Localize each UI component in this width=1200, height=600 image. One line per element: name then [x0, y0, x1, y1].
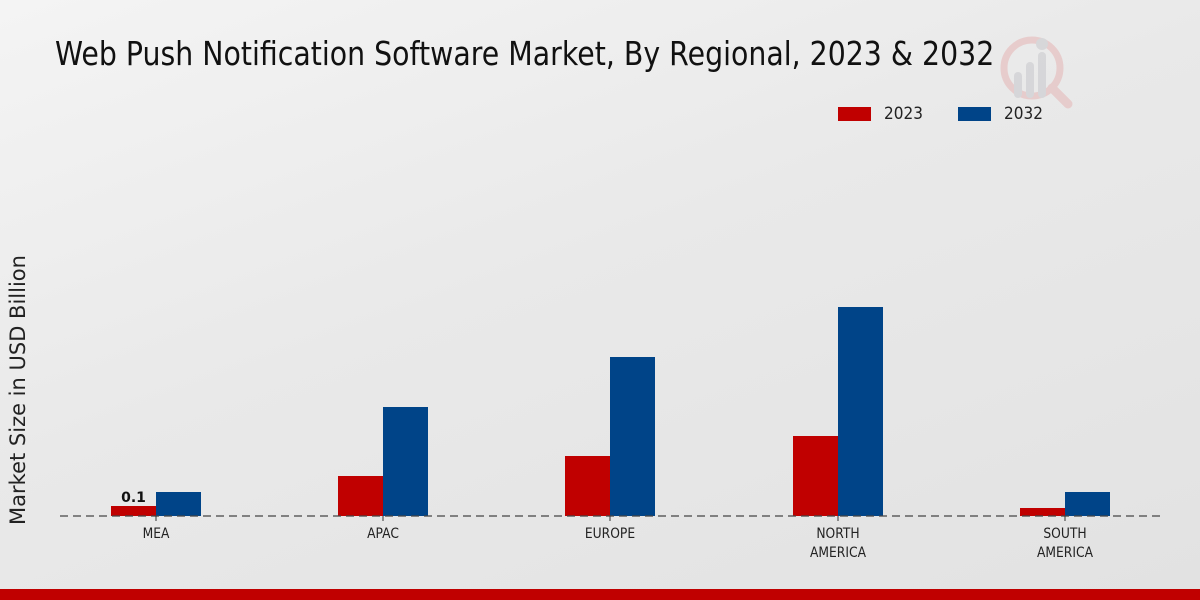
- legend-label-2023: 2023: [884, 104, 923, 124]
- bar-europe-2023: [565, 456, 610, 516]
- chart-title: Web Push Notification Software Market, B…: [55, 34, 995, 73]
- bar-north-america-2023: [793, 436, 838, 516]
- legend-item-2032: 2032: [958, 104, 1047, 124]
- x-tick-label-mea: MEA: [143, 526, 170, 542]
- bar-europe-2032: [610, 357, 655, 516]
- legend-swatch-2032: [958, 107, 991, 121]
- bar-mea-2023: [111, 506, 156, 516]
- bar-apac-2032: [383, 407, 428, 516]
- bar-south-america-2023: [1020, 508, 1065, 516]
- data-labels-group: 0.1: [121, 490, 146, 506]
- legend-item-2023: 2023: [838, 104, 927, 124]
- x-tick-label-europe: EUROPE: [585, 526, 635, 542]
- bar-south-america-2032: [1065, 492, 1110, 516]
- brand-logo-icon: [1000, 36, 1073, 109]
- bar-north-america-2032: [838, 307, 883, 516]
- x-tick-label-north-america: NORTH AMERICA: [810, 526, 866, 561]
- data-label-mea-2023: 0.1: [121, 490, 146, 506]
- legend-swatch-2023: [838, 107, 871, 121]
- footer-accent-bar: [0, 589, 1200, 600]
- bar-apac-2023: [338, 476, 383, 516]
- bars-group: [111, 307, 1110, 516]
- x-tick-label-apac: APAC: [367, 526, 399, 542]
- x-ticks-group: MEA APAC EUROPE NORTH AMERICA SOUTH AMERICA: [143, 516, 1093, 561]
- bar-mea-2032: [156, 492, 201, 516]
- legend-label-2032: 2032: [1004, 104, 1043, 124]
- x-tick-label-south-america: SOUTH AMERICA: [1037, 526, 1093, 561]
